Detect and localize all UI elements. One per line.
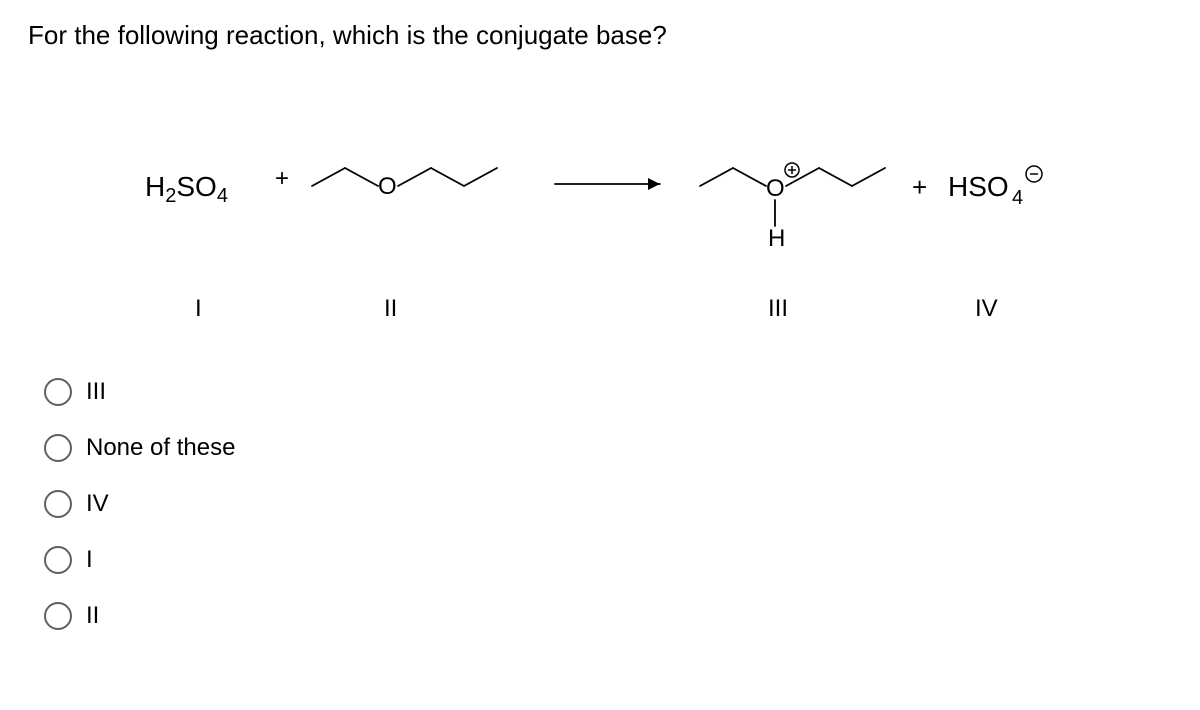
option-label: I <box>86 546 93 574</box>
option-3[interactable]: III <box>44 378 235 406</box>
svg-text:H: H <box>768 225 785 252</box>
answer-options: III None of these IV I II <box>44 378 235 658</box>
species-3-structure: O H <box>700 163 885 252</box>
option-2[interactable]: II <box>44 602 235 630</box>
option-label: None of these <box>86 434 235 462</box>
label-3: III <box>768 295 788 323</box>
label-4: IV <box>975 295 998 323</box>
option-none[interactable]: None of these <box>44 434 235 462</box>
species-2-structure: O <box>312 168 497 200</box>
species-4-formula: HSO 4 <box>948 166 1042 209</box>
option-label: IV <box>86 490 109 518</box>
option-label: III <box>86 378 106 406</box>
species-1-formula: H2SO4 <box>145 171 228 207</box>
question-text: For the following reaction, which is the… <box>28 20 667 51</box>
radio-icon[interactable] <box>44 378 72 406</box>
reaction-arrow <box>555 178 660 190</box>
svg-text:HSO: HSO <box>948 171 1009 202</box>
radio-icon[interactable] <box>44 434 72 462</box>
svg-text:O: O <box>378 173 397 200</box>
radio-icon[interactable] <box>44 490 72 518</box>
plus-right: + <box>912 172 927 202</box>
label-2: II <box>384 295 397 323</box>
reaction-diagram: text { font-family: Arial, Helvetica, sa… <box>0 140 1200 340</box>
radio-icon[interactable] <box>44 546 72 574</box>
plus-left: + <box>275 165 289 192</box>
svg-text:O: O <box>766 175 785 202</box>
label-1: I <box>195 295 202 323</box>
option-label: II <box>86 602 99 630</box>
option-4[interactable]: IV <box>44 490 235 518</box>
radio-icon[interactable] <box>44 602 72 630</box>
option-1[interactable]: I <box>44 546 235 574</box>
svg-text:4: 4 <box>1012 187 1023 209</box>
